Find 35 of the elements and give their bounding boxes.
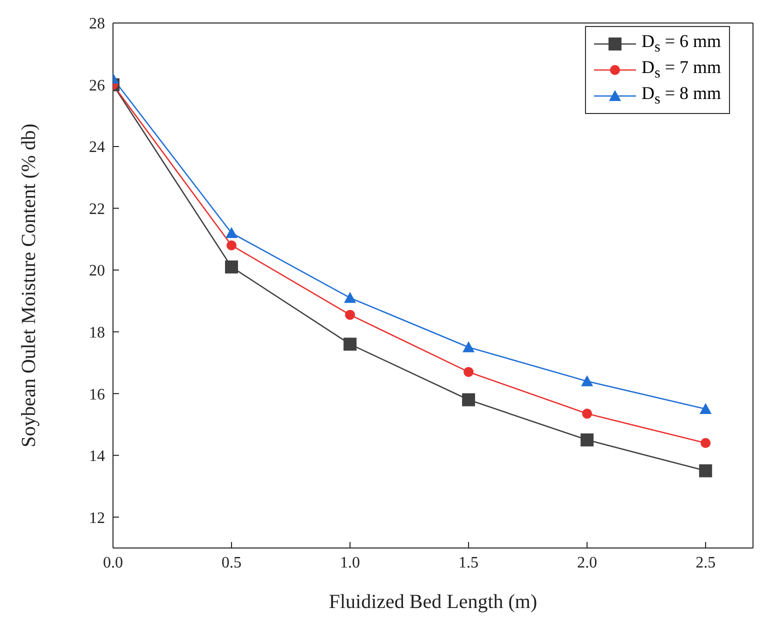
y-tick-label: 16 — [89, 386, 105, 404]
y-tick-label: 12 — [89, 510, 105, 527]
y-tick-label: 14 — [89, 448, 105, 466]
point — [581, 375, 594, 386]
point — [700, 403, 712, 414]
y-tick-label: 18 — [89, 324, 105, 342]
x-tick-label: 1.5 — [458, 554, 479, 572]
y-tick-label: 22 — [89, 200, 105, 218]
x-tick-label: 1.0 — [340, 554, 360, 572]
y-tick-label: 20 — [89, 262, 105, 280]
y-tick-label: 24 — [89, 139, 105, 156]
point — [462, 341, 475, 352]
point — [345, 310, 356, 320]
point — [225, 260, 238, 274]
x-tick-label: 2.0 — [577, 554, 598, 572]
y-tick-label: 28 — [89, 16, 105, 33]
point — [700, 438, 711, 448]
x-tick-label: 0.5 — [222, 554, 242, 572]
y-tick-label: 26 — [89, 77, 105, 94]
point — [582, 408, 592, 419]
x-tick-label: 0.0 — [103, 554, 123, 572]
point — [580, 433, 594, 446]
point — [344, 292, 356, 303]
point — [462, 393, 476, 406]
legend-label: D$_{s}$ = 7 mm — [642, 57, 721, 83]
y-axis-title: Soybean Oulet Moisture Content (% db) — [18, 124, 40, 448]
point — [344, 338, 357, 351]
point — [699, 464, 712, 478]
legend-label: D$_{s}$ = 8 mm — [642, 83, 721, 109]
point — [226, 240, 237, 250]
point — [464, 366, 474, 377]
legend-label: D$_{s}$ = 6 mm — [642, 31, 721, 57]
x-tick-label: 2.5 — [696, 554, 716, 572]
x-axis-title: Fluidized Bed Length (m) — [328, 591, 538, 613]
point — [226, 227, 238, 238]
